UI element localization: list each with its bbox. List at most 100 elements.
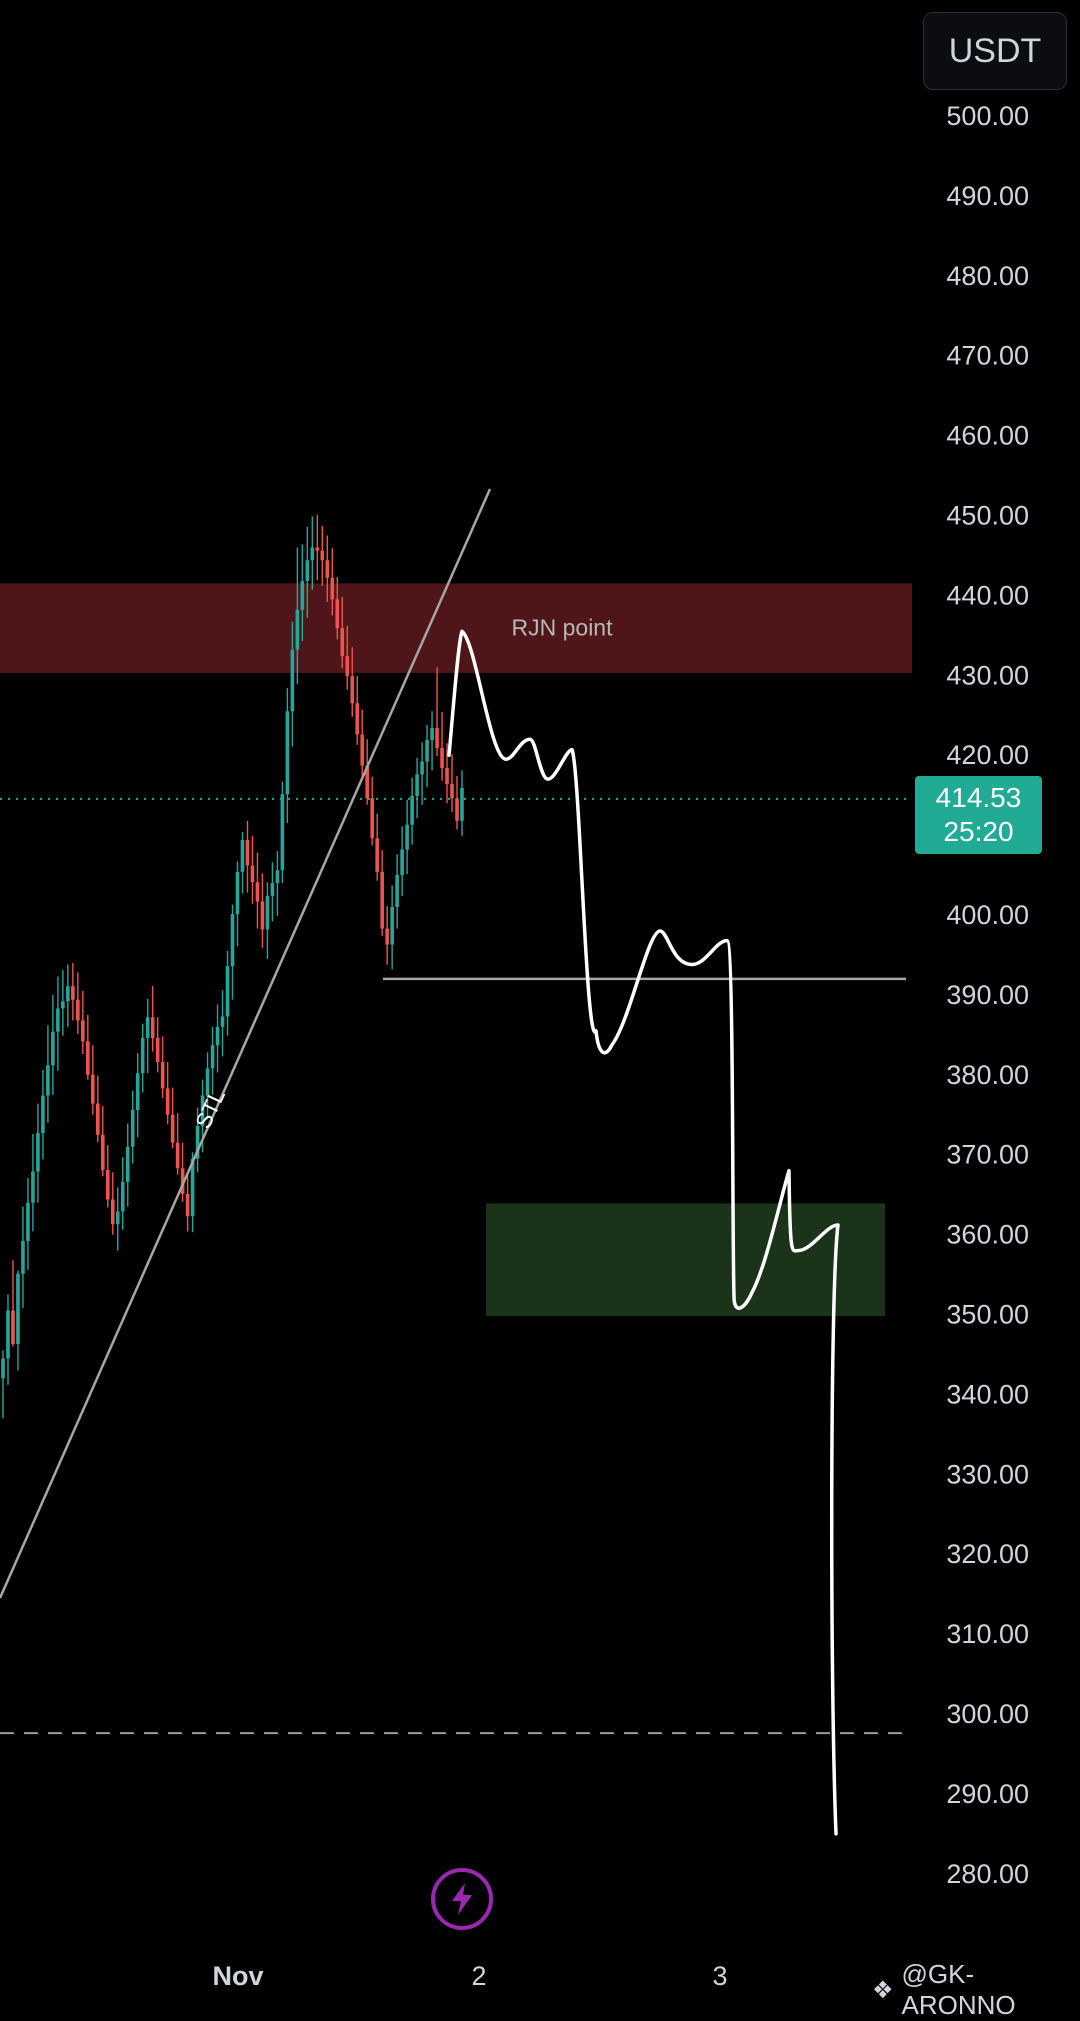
candle-body — [41, 1095, 45, 1134]
candle-body — [225, 966, 230, 1017]
candle-body — [210, 1045, 215, 1069]
candle-body — [305, 560, 310, 582]
candle-body — [200, 1095, 205, 1126]
candle-body — [385, 928, 389, 945]
bar-countdown: 25:20 — [943, 816, 1014, 847]
candle-body — [245, 839, 250, 866]
y-tick-label: 440.00 — [946, 580, 1029, 610]
y-tick-label: 490.00 — [946, 181, 1029, 211]
candle-body — [76, 999, 80, 1021]
candle-body — [150, 1017, 155, 1039]
y-tick-label: 360.00 — [946, 1220, 1029, 1250]
trend-line — [0, 488, 492, 1599]
candle-body — [330, 577, 335, 600]
currency-button[interactable]: USDT — [923, 12, 1067, 90]
candle-body — [125, 1146, 130, 1182]
candle-body — [185, 1193, 190, 1217]
candle-body — [230, 914, 235, 967]
candle-body — [280, 794, 285, 871]
candle-body — [180, 1168, 185, 1194]
candle-body — [345, 656, 350, 677]
y-tick-label: 380.00 — [946, 1060, 1029, 1090]
candle-body — [51, 1031, 55, 1066]
x-axis[interactable]: Nov 2 3 — [212, 1961, 727, 1991]
y-tick-label: 500.00 — [946, 101, 1029, 131]
candle-body — [195, 1125, 200, 1159]
candle-body — [315, 547, 320, 551]
x-tick-label: 3 — [712, 1961, 727, 1991]
y-tick-label: 280.00 — [946, 1859, 1029, 1889]
candle-body — [355, 703, 360, 735]
last-price-value: 414.53 — [935, 782, 1022, 813]
candle-body — [340, 628, 345, 657]
y-tick-label: 400.00 — [946, 900, 1029, 930]
candle-body — [270, 883, 275, 896]
y-tick-label: 430.00 — [946, 660, 1029, 690]
candle-body — [420, 761, 424, 775]
candle-body — [430, 728, 434, 741]
candle-body — [250, 865, 255, 883]
candle-body — [11, 1310, 15, 1345]
candle-body — [130, 1109, 135, 1147]
candle-body — [455, 798, 459, 821]
candle-body — [91, 1074, 95, 1104]
candle-body — [295, 609, 300, 650]
candle-body — [31, 1171, 35, 1203]
candle-body — [135, 1073, 140, 1110]
lightning-icon — [452, 1883, 472, 1915]
candle-body — [16, 1273, 20, 1345]
candle-body — [425, 740, 429, 762]
last-price-tag: 414.53 25:20 — [915, 776, 1042, 854]
candle-body — [415, 774, 419, 796]
candle-body — [460, 787, 464, 821]
candle-body — [215, 1026, 220, 1046]
candle-body — [140, 1038, 145, 1074]
y-tick-label: 450.00 — [946, 501, 1029, 531]
candle-body — [410, 795, 414, 825]
zone-label: RJN point — [512, 614, 614, 640]
candle-body — [105, 1169, 110, 1200]
candle-body — [235, 871, 240, 915]
candle-body — [365, 765, 370, 799]
y-tick-label: 300.00 — [946, 1699, 1029, 1729]
candle-body — [445, 767, 449, 784]
drawings-layer: STL — [0, 488, 840, 1836]
candle-body — [255, 882, 260, 902]
y-tick-label: 330.00 — [946, 1459, 1029, 1489]
candle-body — [405, 824, 409, 850]
candle-body — [390, 907, 394, 945]
candle-body — [165, 1088, 170, 1115]
candle-body — [95, 1103, 100, 1135]
y-tick-label: 460.00 — [946, 421, 1029, 451]
candle-body — [350, 676, 355, 704]
y-axis[interactable]: 500.00 490.00 480.00 470.00 460.00 450.00 440.… — [946, 101, 1029, 1889]
candle-body — [71, 986, 75, 1000]
y-tick-label: 390.00 — [946, 980, 1029, 1010]
candle-body — [375, 838, 379, 872]
watermark-text: @GK-ARONNO — [901, 1959, 1016, 2020]
candle-body — [440, 748, 444, 768]
candle-body — [320, 550, 325, 561]
candle-body — [120, 1181, 125, 1212]
candle-body — [21, 1240, 25, 1274]
y-tick-label: 310.00 — [946, 1619, 1029, 1649]
candle-body — [275, 870, 280, 884]
projection-path — [447, 629, 840, 1836]
flash-button[interactable] — [431, 1868, 493, 1930]
candle-body — [370, 798, 374, 839]
candle-body — [240, 839, 245, 872]
watermark: ❖ @GK-ARONNO — [872, 1959, 1080, 2020]
candle-body — [265, 895, 270, 930]
candle-body — [61, 1001, 65, 1009]
candle-body — [310, 547, 315, 561]
y-tick-label: 320.00 — [946, 1539, 1029, 1569]
candle-body — [81, 1020, 85, 1042]
candle-body — [1, 1358, 5, 1379]
y-tick-label: 420.00 — [946, 740, 1029, 770]
candle-body — [220, 1016, 225, 1027]
candle-body — [360, 734, 365, 766]
candle-body — [190, 1158, 195, 1217]
candle-body — [290, 649, 295, 712]
candle-body — [26, 1202, 30, 1241]
